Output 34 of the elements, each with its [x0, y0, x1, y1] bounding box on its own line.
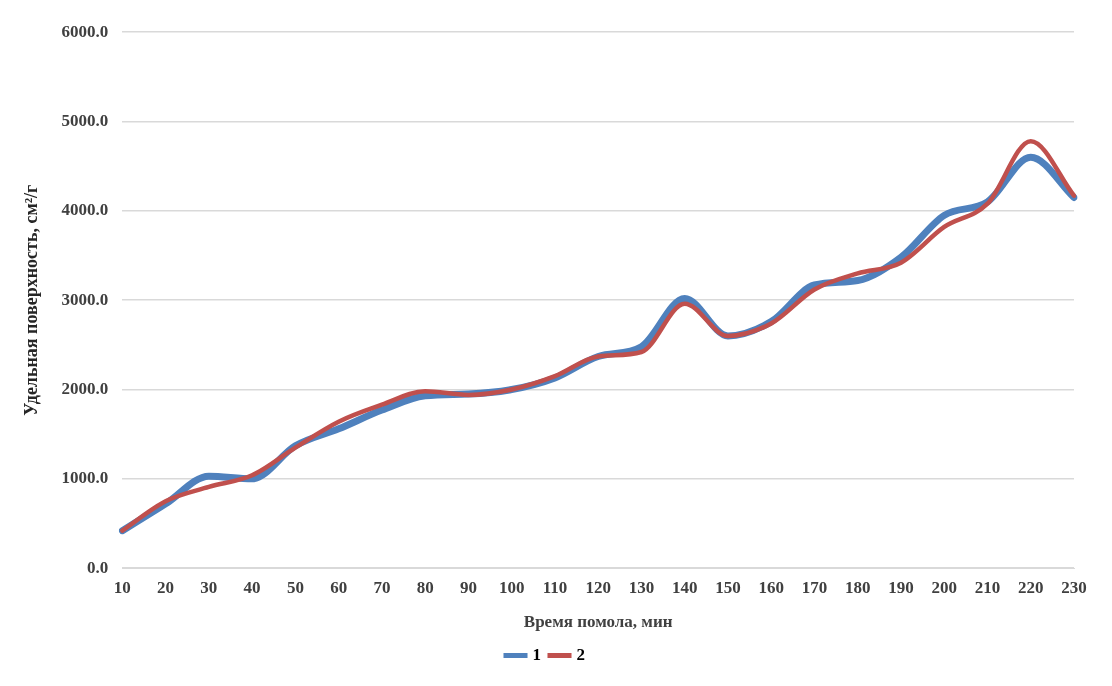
y-tick-label: 6000.0	[61, 21, 109, 41]
x-tick-label: 60	[330, 577, 348, 597]
x-tick-label: 130	[628, 577, 655, 597]
x-tick-label: 190	[888, 577, 914, 597]
legend-label: 2	[576, 644, 585, 664]
x-tick-label: 90	[459, 577, 477, 597]
x-tick-label: 120	[585, 577, 611, 597]
x-tick-label: 160	[758, 577, 784, 597]
x-tick-label: 10	[113, 577, 131, 597]
x-tick-label: 40	[243, 577, 261, 597]
x-tick-label: 140	[671, 577, 698, 597]
x-tick-label: 30	[200, 577, 218, 597]
x-tick-label: 170	[801, 577, 828, 597]
legend-label: 1	[532, 644, 541, 664]
x-tick-label: 80	[416, 577, 434, 597]
x-tick-label: 220	[1017, 577, 1044, 597]
y-tick-label: 1000.0	[61, 468, 109, 488]
y-axis-title: Удельная поверхность, см²/г	[21, 184, 42, 416]
y-tick-label: 0.0	[87, 557, 109, 577]
x-tick-label: 200	[931, 577, 957, 597]
x-tick-label: 110	[542, 577, 568, 597]
x-tick-label: 100	[498, 577, 525, 597]
x-tick-label: 50	[286, 577, 304, 597]
x-tick-label: 70	[373, 577, 391, 597]
y-tick-label: 4000.0	[61, 200, 109, 220]
x-axis-title: Время помола, мин	[523, 612, 673, 632]
x-tick-label: 180	[844, 577, 871, 597]
x-tick-label: 210	[974, 577, 1001, 597]
y-tick-label: 5000.0	[61, 110, 109, 130]
y-tick-label: 2000.0	[61, 378, 109, 398]
x-tick-label: 20	[157, 577, 175, 597]
x-tick-label: 230	[1061, 577, 1087, 597]
x-tick-label: 150	[715, 577, 741, 597]
y-tick-label: 3000.0	[61, 289, 109, 309]
